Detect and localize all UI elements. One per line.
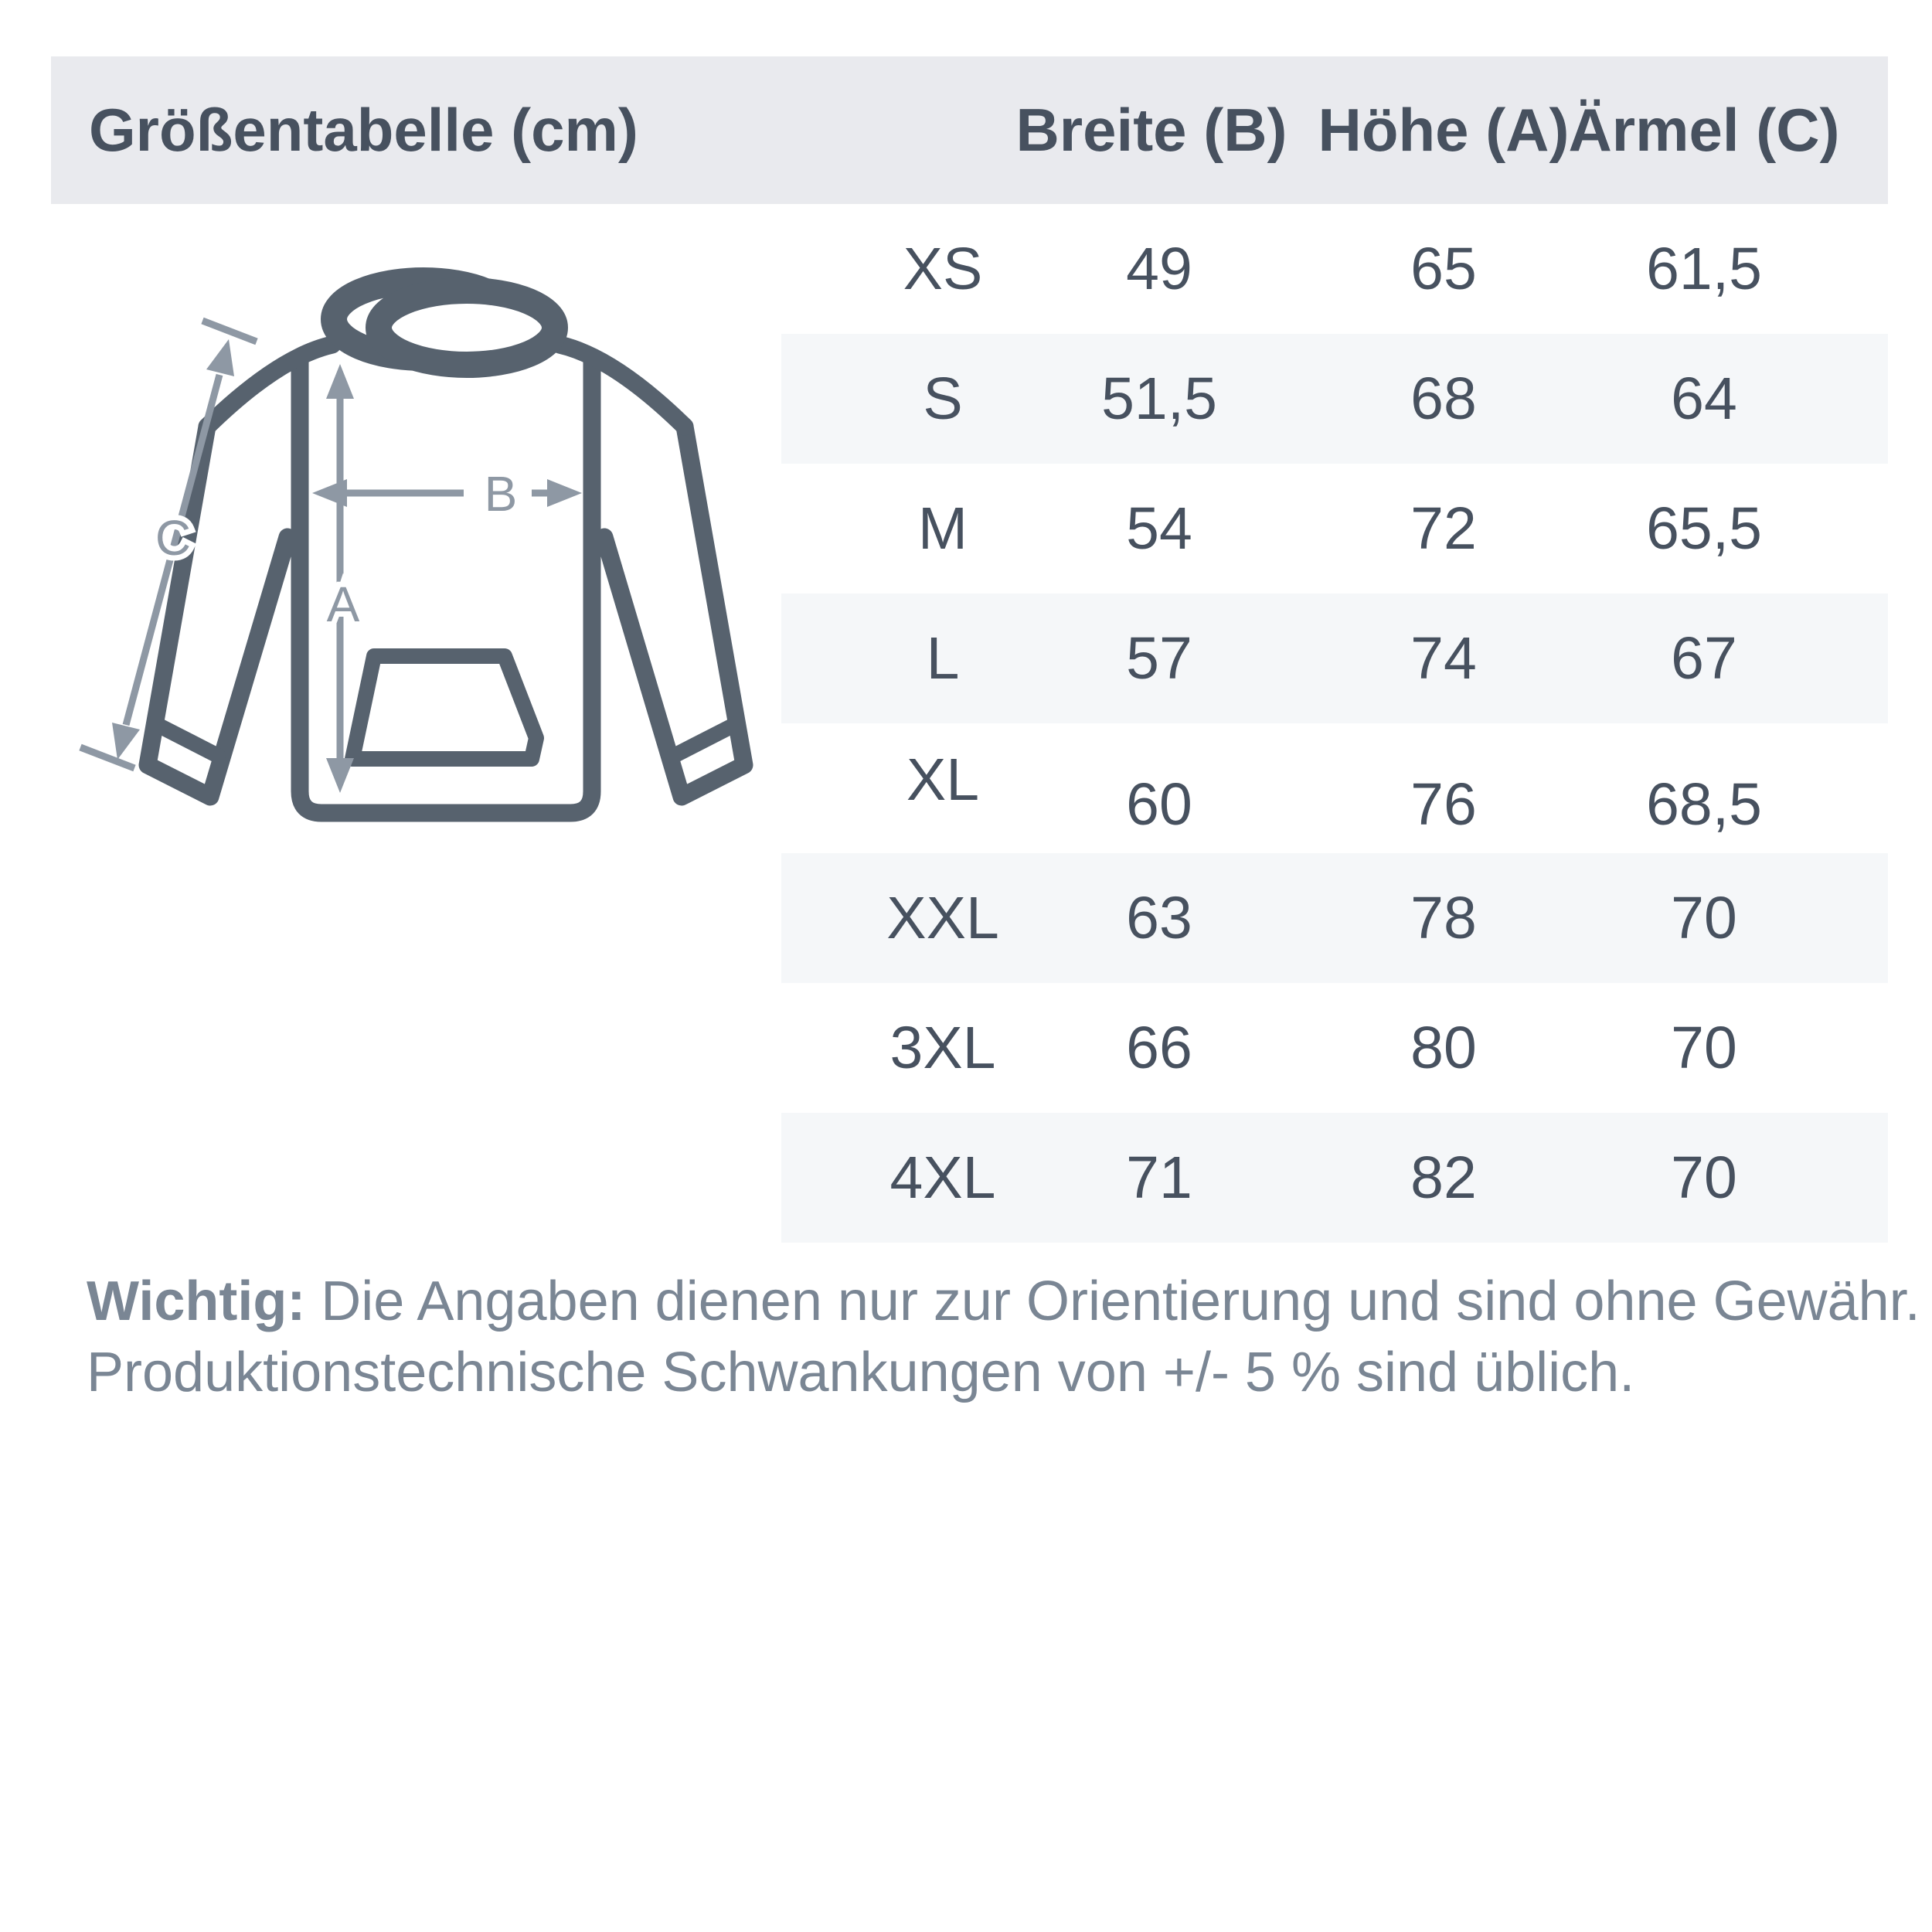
table-row-xl: XL 60 76 68,5 xyxy=(51,723,1888,853)
table-row-3xl: 3XL 66 80 70 xyxy=(51,983,1888,1113)
cell-aermel-l: 67 xyxy=(1671,625,1737,692)
sleeve-c-line xyxy=(122,373,223,726)
cell-hoehe-l: 74 xyxy=(1410,625,1477,692)
cell-hoehe-xxl: 78 xyxy=(1410,885,1477,951)
cell-breite-xxl: 63 xyxy=(1126,885,1192,951)
note-line-2: Produktionstechnische Schwankungen von +… xyxy=(87,1342,1635,1403)
hoodie-right-sleeve xyxy=(595,417,753,806)
column-header-aermel: Ärmel (C) xyxy=(1568,96,1840,164)
table-row-m: M 54 72 65,5 xyxy=(51,464,1888,594)
row-stripe xyxy=(781,1113,1888,1243)
table-row-xxl: XXL 63 78 70 xyxy=(51,853,1888,983)
hoodie-left-sleeve xyxy=(138,417,297,806)
cell-aermel-xs: 61,5 xyxy=(1646,236,1762,302)
note-line-1: Wichtig: Die Angaben dienen nur zur Orie… xyxy=(87,1266,1920,1337)
label-b: B xyxy=(485,466,518,522)
hoodie-pocket xyxy=(345,648,544,767)
table-row-xs: XS 49 65 61,5 xyxy=(51,204,1888,334)
column-header-hoehe: Höhe (A) xyxy=(1318,96,1570,164)
note-line-1-text: Die Angaben dienen nur zur Orientierung … xyxy=(305,1270,1920,1332)
sleeve-c-tick-bottom xyxy=(79,743,136,772)
row-stripe xyxy=(781,853,1888,983)
cell-hoehe-4xl: 82 xyxy=(1410,1145,1477,1211)
cell-breite-l: 57 xyxy=(1126,625,1192,692)
cell-breite-s: 51,5 xyxy=(1101,366,1217,432)
cell-size-xs: XS xyxy=(903,236,983,302)
dimension-lines xyxy=(79,317,549,772)
arrowhead-b-right xyxy=(547,479,582,507)
cell-aermel-xl: 68,5 xyxy=(1646,771,1762,838)
dimension-labels: A B C xyxy=(150,461,522,638)
note-prefix: Wichtig: xyxy=(87,1270,306,1332)
cell-size-xl: XL xyxy=(906,747,980,813)
table-row-s: S 51,5 68 64 xyxy=(51,334,1888,464)
cell-size-3xl: 3XL xyxy=(889,1015,996,1081)
label-c: C xyxy=(155,510,191,566)
disclaimer-note: Wichtig: Die Angaben dienen nur zur Orie… xyxy=(87,1266,1920,1408)
cell-breite-4xl: 71 xyxy=(1126,1145,1192,1211)
table-row-l: L 57 74 67 xyxy=(51,594,1888,723)
cell-size-s: S xyxy=(923,366,963,432)
size-table-body: XS 49 65 61,5 S 51,5 68 64 M 54 72 65,5 L 57 74 67 XL 60 7… xyxy=(51,204,1888,1243)
row-stripe xyxy=(781,594,1888,723)
chart-title: Größentabelle (cm) xyxy=(89,96,638,164)
cell-breite-xl: 60 xyxy=(1126,771,1192,838)
cell-breite-3xl: 66 xyxy=(1126,1015,1192,1081)
label-a: A xyxy=(327,577,360,632)
cell-hoehe-s: 68 xyxy=(1410,366,1477,432)
hoodie-seams xyxy=(147,335,745,764)
arrowhead-b-left xyxy=(312,479,347,507)
table-header-bar: Größentabelle (cm) Breite (B) Höhe (A) Ä… xyxy=(51,56,1888,204)
dimension-arrowheads xyxy=(112,339,582,793)
arrowhead-c-up xyxy=(206,339,234,376)
cell-aermel-s: 64 xyxy=(1671,366,1737,432)
hoodie-hood xyxy=(321,267,568,378)
cell-aermel-4xl: 70 xyxy=(1671,1145,1737,1211)
cell-breite-xs: 49 xyxy=(1126,236,1192,302)
table-row-4xl: 4XL 71 82 70 xyxy=(51,1113,1888,1243)
cell-hoehe-3xl: 80 xyxy=(1410,1015,1477,1081)
cell-size-l: L xyxy=(926,625,960,692)
cell-hoehe-m: 72 xyxy=(1410,495,1477,562)
cell-size-xxl: XXL xyxy=(886,885,999,951)
cell-aermel-3xl: 70 xyxy=(1671,1015,1737,1081)
arrowhead-a-up xyxy=(326,364,354,399)
cell-aermel-m: 65,5 xyxy=(1646,495,1762,562)
column-header-breite: Breite (B) xyxy=(1015,96,1287,164)
row-stripe xyxy=(781,334,1888,464)
arrowhead-c-down xyxy=(112,723,140,760)
hoodie-measurement-diagram: A B C xyxy=(79,267,753,822)
cell-breite-m: 54 xyxy=(1126,495,1192,562)
cell-aermel-xxl: 70 xyxy=(1671,885,1737,951)
cell-hoehe-xs: 65 xyxy=(1410,236,1477,302)
cell-size-m: M xyxy=(917,495,968,562)
arrowhead-a-down xyxy=(326,758,354,793)
sleeve-c-tick-top xyxy=(201,317,258,345)
cell-hoehe-xl: 76 xyxy=(1410,771,1477,838)
cell-size-4xl: 4XL xyxy=(889,1145,996,1211)
